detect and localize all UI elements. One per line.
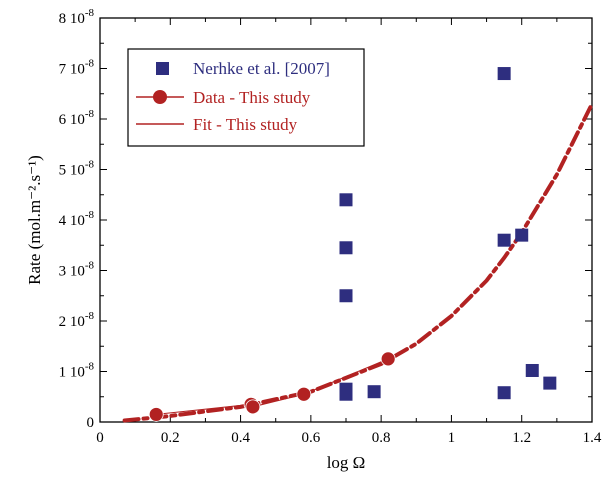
x-tick-label: 1 bbox=[448, 430, 456, 446]
legend-entry-data: Data - This study bbox=[193, 88, 311, 107]
data-point-nerhke bbox=[339, 241, 353, 255]
data-connect-line bbox=[156, 358, 389, 415]
y-axis-label: Rate (mol.m⁻².s⁻¹) bbox=[25, 155, 44, 285]
data-point-nerhke bbox=[339, 289, 353, 303]
axis-ticks: 0 0.2 0.4 0.6 0.8 1 1.2 1.4 0 1 10-8 2 10-8 3 10-8 4… bbox=[59, 7, 602, 446]
y-tick-label: 7 10-8 bbox=[59, 58, 95, 78]
y-tick-label: 5 10-8 bbox=[59, 159, 95, 179]
data-points-layer bbox=[148, 67, 557, 422]
x-tick-label: 1.2 bbox=[512, 430, 531, 446]
y-tick-label: 3 10-8 bbox=[59, 260, 95, 280]
y-tick-label: 6 10-8 bbox=[59, 108, 95, 128]
x-tick-label: 1.4 bbox=[583, 430, 602, 446]
x-tick-label: 0.8 bbox=[372, 430, 391, 446]
data-point-nerhke bbox=[497, 386, 511, 400]
data-point-nerhke bbox=[525, 363, 539, 377]
x-tick-label: 0.2 bbox=[161, 430, 180, 446]
y-tick-label: 2 10-8 bbox=[59, 310, 95, 330]
legend: Nerhke et al. [2007] Data - This study F… bbox=[127, 48, 365, 147]
y-tick-label: 1 10-8 bbox=[59, 361, 95, 381]
y-tick-label: 4 10-8 bbox=[59, 209, 95, 229]
data-point-this-study bbox=[245, 399, 261, 415]
data-point-nerhke bbox=[515, 228, 529, 242]
data-point-nerhke bbox=[497, 233, 511, 247]
legend-entry-fit: Fit - This study bbox=[193, 115, 298, 134]
data-point-this-study bbox=[296, 386, 312, 402]
legend-marker-data bbox=[153, 90, 167, 104]
x-tick-label: 0.6 bbox=[301, 430, 320, 446]
x-tick-label: 0 bbox=[96, 430, 104, 446]
y-tick-label: 8 10-8 bbox=[59, 7, 95, 27]
data-point-nerhke bbox=[367, 385, 381, 399]
data-point-this-study bbox=[148, 407, 164, 422]
data-point-nerhke bbox=[339, 193, 353, 207]
legend-entry-nerhke: Nerhke et al. [2007] bbox=[193, 59, 330, 78]
data-point-nerhke bbox=[497, 67, 511, 81]
x-axis-label: log Ω bbox=[327, 453, 366, 472]
data-point-nerhke bbox=[543, 376, 557, 390]
y-tick-label: 0 bbox=[87, 415, 95, 431]
legend-marker-nerhke bbox=[156, 62, 169, 75]
data-point-this-study bbox=[380, 351, 396, 367]
fit-curve-layer bbox=[122, 101, 594, 423]
data-point-nerhke bbox=[339, 387, 353, 401]
x-tick-label: 0.4 bbox=[231, 430, 250, 446]
fit-curve bbox=[122, 101, 594, 423]
